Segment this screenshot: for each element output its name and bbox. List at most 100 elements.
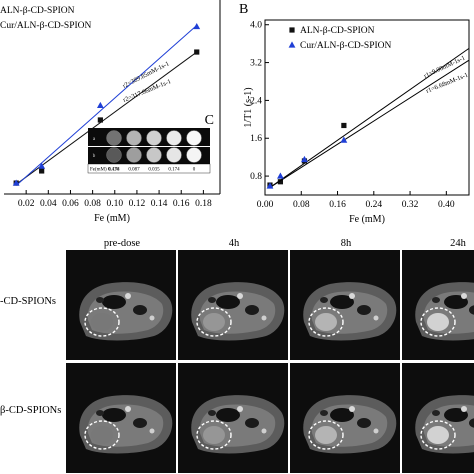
data-point [266, 182, 274, 189]
organ [432, 297, 440, 303]
y-tick-label: 2.4 [250, 96, 262, 106]
mri-row-label-2: β-CD-SPIONs [0, 405, 62, 416]
tumor-region [315, 313, 337, 331]
organ [96, 410, 104, 416]
organ [320, 297, 328, 303]
roi-dashed-circle [420, 307, 456, 337]
x-tick-label: 0.12 [129, 199, 146, 209]
roi-dashed-circle [308, 307, 344, 337]
inset-concentration-label: 0.035 [148, 168, 160, 173]
legend-marker [288, 41, 296, 48]
phantom-well [106, 147, 122, 163]
inset-concentration-label: 0.087 [128, 168, 140, 173]
x-tick-label: 0.32 [402, 200, 419, 210]
tumor-region [315, 426, 337, 444]
x-tick-label: 0.16 [329, 200, 346, 210]
organ [357, 418, 371, 428]
bright-spot [349, 293, 355, 299]
bright-spot [461, 406, 467, 412]
organ [102, 408, 126, 422]
x-tick-label: 0.08 [84, 199, 101, 209]
mri-image [66, 363, 176, 473]
bright-spot [261, 428, 267, 434]
y-tick-label: 1.6 [250, 134, 262, 144]
inset-concentration-label: 0 [193, 168, 196, 173]
phantom-well [166, 130, 182, 146]
inset-concentration-strip [87, 163, 211, 174]
x-tick-label: 0.00 [257, 200, 274, 210]
y-tick-label: 4.0 [250, 21, 262, 31]
organ [357, 305, 371, 315]
chart-r2: 0.02 0.04 0.06 0.08 0.10 0.12 0.14 0.16 0.18 Fe (… [0, 0, 221, 224]
organ [432, 410, 440, 416]
fit-line [15, 24, 198, 186]
data-point [39, 168, 45, 174]
data-point [96, 101, 104, 109]
organ [216, 408, 240, 422]
mri-image [402, 250, 474, 360]
x-tick-label: 0.02 [18, 199, 35, 209]
bright-spot [125, 406, 131, 412]
mri-row-label-1: -CD-SPIONs [0, 296, 57, 307]
phantom-well [126, 147, 142, 163]
data-point [340, 136, 348, 143]
chart-r1: B 0.00 0.08 0.16 0.24 0.32 0.40 0.8 1.6 2.4 3.2 4.0… [239, 2, 470, 225]
organ [330, 408, 354, 422]
organ [469, 418, 474, 428]
phantom-well [146, 130, 162, 146]
bright-spot [149, 428, 155, 434]
organ [208, 297, 216, 303]
data-point [301, 155, 308, 163]
phantom-well [146, 147, 162, 163]
plot-frame [264, 19, 470, 196]
mri-column-header-4: 24h [450, 238, 466, 249]
organ [133, 418, 147, 428]
organ [96, 297, 104, 303]
x-tick-label: 0.16 [173, 199, 190, 209]
x-tick-label: 0.14 [151, 199, 168, 209]
x-tick-label: 0.40 [438, 200, 455, 210]
tumor-region [203, 426, 225, 444]
phantom-well [126, 130, 142, 146]
x-tick-label: 0.08 [293, 200, 310, 210]
phantom-well [186, 147, 202, 163]
x-tick-label: 0.18 [195, 199, 212, 209]
roi-dashed-circle [308, 420, 344, 450]
y-tick-label: 3.2 [250, 59, 262, 69]
bright-spot [349, 406, 355, 412]
panel-label: B [239, 2, 248, 17]
inset-row-label: a [93, 137, 96, 142]
legend-entry: ALN-β-CD-SPION [300, 26, 375, 36]
legend-entry: ALN-β-CD-SPION [0, 6, 75, 16]
bright-spot [149, 315, 155, 321]
tumor-region [427, 426, 449, 444]
tumor-region [91, 426, 113, 444]
inset-row-label: b [93, 154, 96, 159]
organ [320, 410, 328, 416]
inset-concentration-label: Fe(mM) 0.436 [90, 168, 120, 173]
inset-concentration-label: 0.174 [168, 168, 180, 173]
fit-line [269, 47, 470, 188]
data-point [341, 122, 347, 129]
bright-spot [125, 293, 131, 299]
tumor-region [203, 313, 225, 331]
y-tick-label: 0.8 [250, 172, 262, 182]
legend-entry: Cur/ALN-β-CD-SPION [300, 41, 392, 51]
organ [330, 295, 354, 309]
data-point [194, 49, 200, 55]
bright-spot [373, 315, 379, 321]
bright-spot [373, 428, 379, 434]
x-tick-label: 0.24 [365, 200, 382, 210]
roi-dashed-circle [84, 307, 120, 337]
legend-entry: Cur/ALN-β-CD-SPION [0, 21, 92, 31]
organ [133, 305, 147, 315]
x-tick-label: 0.06 [62, 199, 79, 209]
mri-column-header-3: 8h [340, 238, 352, 249]
mri-image [290, 250, 400, 360]
mri-image [66, 250, 176, 360]
mri-image [178, 363, 288, 473]
x-tick-label: 0.10 [106, 199, 123, 209]
data-point [277, 172, 284, 179]
organ [216, 295, 240, 309]
organ [469, 305, 474, 315]
